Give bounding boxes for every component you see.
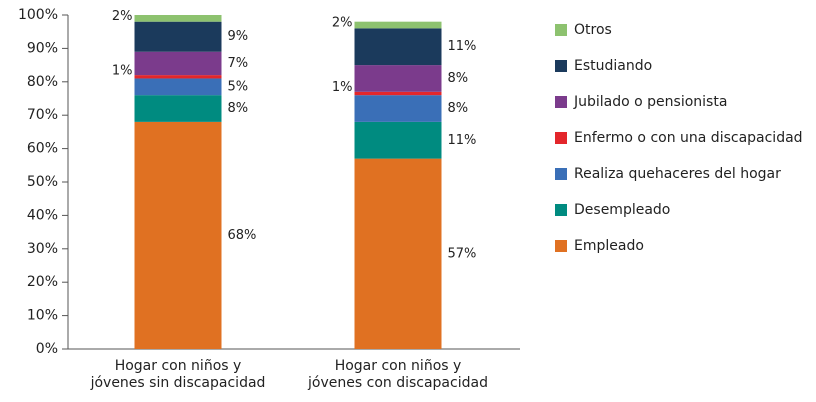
bar-segment [354,21,442,29]
y-tick-label: 60% [27,141,58,157]
legend-label: Estudiando [574,58,652,74]
legend-label: Empleado [574,238,644,254]
data-label: 1% [332,80,353,95]
data-label: 1% [112,63,133,78]
x-tick-label: Hogar con niños y jóvenes con discapacid… [308,358,488,391]
legend-swatch [555,204,567,216]
legend-swatch [555,132,567,144]
data-label: 8% [448,71,469,86]
y-tick-label: 100% [18,7,58,23]
data-label: 5% [228,79,249,94]
y-tick-label: 30% [27,241,58,257]
y-tick-label: 70% [27,107,58,123]
bar-segment [354,91,442,96]
y-tick-label: 0% [36,341,58,357]
bar-segment [354,65,442,92]
y-tick-label: 90% [27,40,58,56]
data-label: 68% [228,228,257,243]
bar-segment [134,95,222,122]
legend-swatch [555,24,567,36]
data-label: 8% [448,101,469,116]
data-label: 7% [228,56,249,71]
data-label: 2% [332,16,353,31]
data-label: 11% [448,133,477,148]
y-tick-label: 20% [27,274,58,290]
bar-segment [354,28,442,66]
legend-swatch [555,96,567,108]
data-label: 2% [112,9,133,24]
bar-segment [134,51,222,76]
bar-segment [134,121,222,349]
y-tick-label: 50% [27,174,58,190]
legend-swatch [555,60,567,72]
legend-label: Desempleado [574,202,670,218]
data-label: 8% [228,101,249,116]
bar-segment [134,78,222,96]
data-label: 11% [448,39,477,54]
x-tick-label: Hogar con niños y jóvenes sin discapacid… [90,358,266,391]
y-tick-label: 80% [27,74,58,90]
y-tick-label: 10% [27,308,58,324]
bar-segment [134,75,222,79]
y-tick-label: 40% [27,207,58,223]
bar-segment [134,21,222,52]
bar-segment [354,121,442,159]
legend-label: Realiza quehaceres del hogar [574,166,781,182]
data-label: 9% [228,29,249,44]
legend-swatch [555,168,567,180]
bar-segment [134,15,222,22]
legend-swatch [555,240,567,252]
legend-label: Enfermo o con una discapacidad [574,130,803,146]
legend-label: Otros [574,22,612,38]
bar-segment [354,158,442,349]
legend-label: Jubilado o pensionista [573,94,727,110]
bar-segment [354,95,442,122]
data-label: 57% [448,246,477,261]
